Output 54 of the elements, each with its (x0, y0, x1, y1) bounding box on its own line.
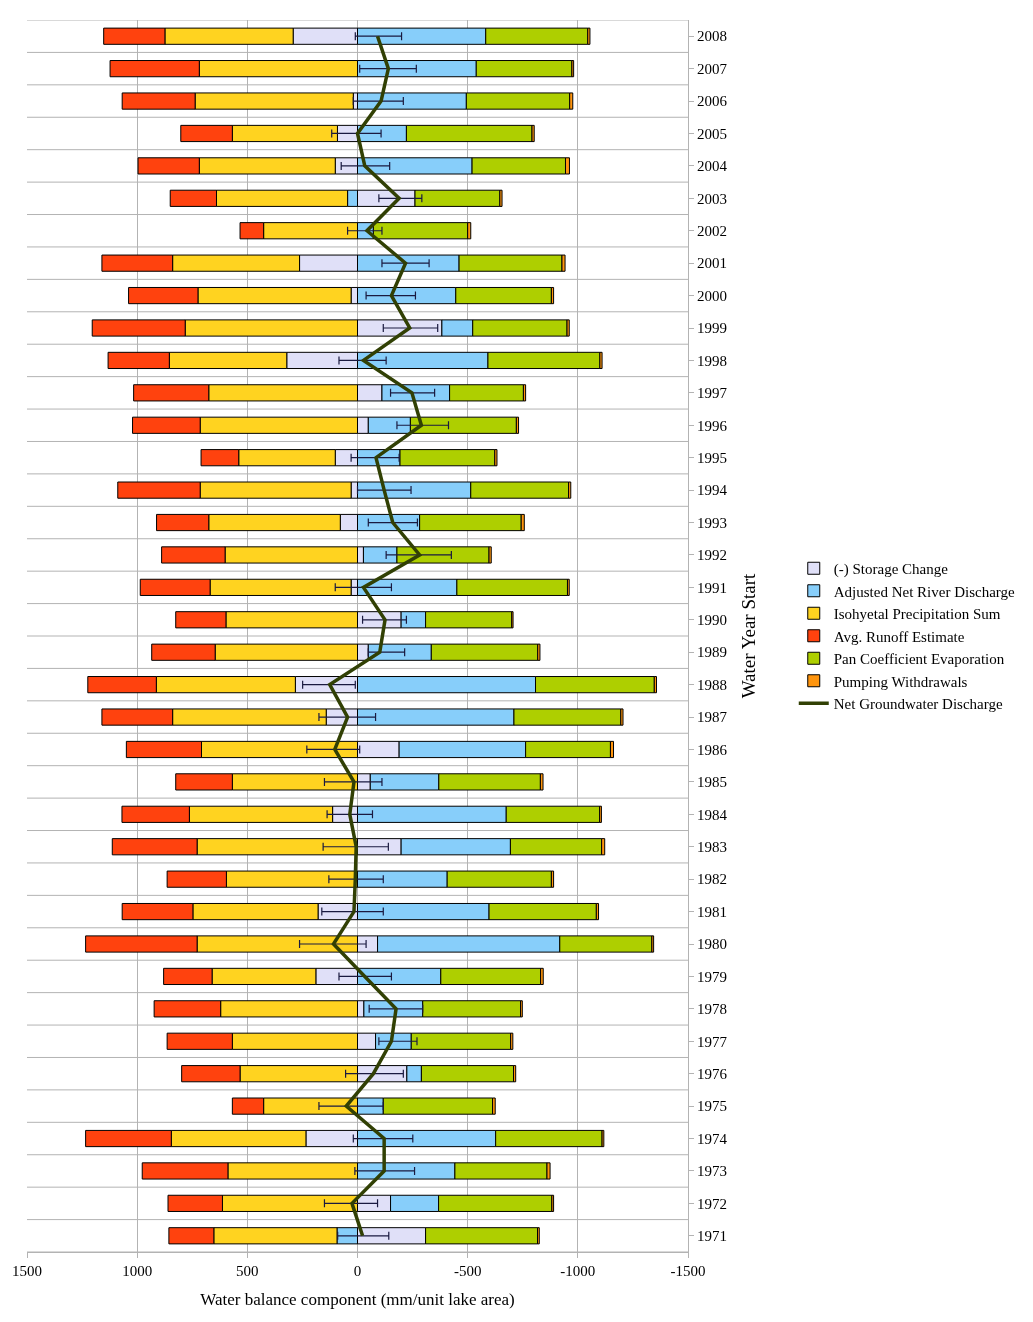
legend-label: Avg. Runoff Estimate (833, 628, 965, 645)
y-tick-label: 1992 (697, 547, 727, 564)
y-tick-label: 1988 (697, 676, 727, 693)
y-tick-label: 2006 (697, 93, 728, 110)
y-tick-label: 2007 (697, 60, 728, 77)
y-tick-label: 1972 (697, 1195, 727, 1212)
y-tick-label: 1976 (697, 1065, 728, 1082)
y-tick-label: 2004 (697, 158, 728, 175)
y-tick-label: 2001 (697, 255, 727, 272)
y-tick-label: 1996 (697, 417, 728, 434)
y-tick-label: 1982 (697, 871, 727, 888)
y-tick-label: 1995 (697, 449, 727, 466)
y-tick-label: 1971 (697, 1228, 727, 1245)
y-tick-label: 1980 (697, 936, 727, 953)
x-tick-label: -1500 (670, 1263, 706, 1279)
y-tick-label: 2003 (697, 190, 727, 207)
x-axis-title: Water balance component (mm/unit lake area) (200, 1290, 515, 1310)
y-tick-label: 1987 (697, 709, 728, 726)
y-tick-label: 1981 (697, 903, 727, 920)
y-tick-label: 1990 (697, 612, 727, 629)
y-tick-label: 2000 (697, 287, 727, 304)
y-tick-label: 1989 (697, 644, 727, 661)
y-tick-label: 1999 (697, 320, 727, 337)
y-tick-label: 1983 (697, 838, 727, 855)
legend-label: (-) Storage Change (833, 561, 949, 579)
x-tick-label: 0 (353, 1263, 362, 1279)
legend-label: Pumping Withdrawals (833, 673, 968, 690)
x-tick-label: 500 (236, 1263, 259, 1279)
legend-label: Isohyetal Precipitation Sum (833, 606, 1001, 623)
y-tick-label: 1985 (697, 774, 727, 791)
y-tick-label: 1991 (697, 579, 727, 596)
x-tick-label: 1000 (122, 1263, 153, 1279)
y-tick-label: 1975 (697, 1098, 727, 1115)
y-tick-label: 1998 (697, 352, 727, 369)
legend-label: Net Groundwater Discharge (833, 696, 1003, 713)
legend-label: Pan Coefficient Evaporation (833, 651, 1005, 668)
y-tick-label: 2005 (697, 125, 727, 142)
y-tick-label: 1993 (697, 514, 727, 531)
y-tick-label: 1986 (697, 741, 728, 758)
x-tick-label: 1500 (12, 1263, 42, 1279)
y-tick-label: 2002 (697, 222, 727, 239)
y-tick-label: 1994 (697, 482, 728, 499)
x-tick-label: -1000 (560, 1263, 596, 1279)
y-tick-label: 1977 (697, 1033, 728, 1050)
y-tick-label: 1974 (697, 1130, 728, 1147)
y-tick-label: 1984 (697, 806, 728, 823)
y-axis-title: Water Year Start (738, 572, 760, 699)
legend-label: Adjusted Net River Discharge (833, 583, 1016, 600)
y-tick-label: 1997 (697, 385, 728, 402)
y-tick-label: 1973 (697, 1163, 727, 1180)
x-tick-label: -500 (453, 1263, 482, 1279)
y-tick-label: 1978 (697, 1001, 727, 1018)
y-tick-label: 2008 (697, 28, 727, 45)
y-tick-label: 1979 (697, 968, 727, 985)
